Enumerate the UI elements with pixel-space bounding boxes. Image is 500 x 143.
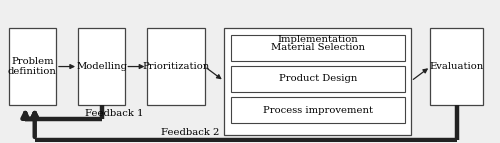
Text: Process improvement: Process improvement: [263, 106, 373, 115]
Text: Implementation: Implementation: [277, 35, 358, 44]
Text: Prioritization: Prioritization: [142, 62, 210, 71]
Text: Material Selection: Material Selection: [271, 43, 365, 52]
FancyBboxPatch shape: [224, 28, 411, 135]
Text: Feedback 2: Feedback 2: [161, 128, 220, 137]
FancyBboxPatch shape: [78, 28, 126, 106]
FancyBboxPatch shape: [231, 35, 404, 61]
FancyBboxPatch shape: [231, 66, 404, 92]
Text: Modelling: Modelling: [76, 62, 127, 71]
FancyBboxPatch shape: [430, 28, 483, 106]
Text: Product Design: Product Design: [278, 75, 357, 83]
FancyBboxPatch shape: [8, 28, 56, 106]
Text: Feedback 1: Feedback 1: [85, 109, 144, 118]
FancyBboxPatch shape: [231, 97, 404, 123]
Text: Problem
definition: Problem definition: [8, 57, 57, 76]
Text: Evaluation: Evaluation: [430, 62, 484, 71]
FancyBboxPatch shape: [148, 28, 204, 106]
